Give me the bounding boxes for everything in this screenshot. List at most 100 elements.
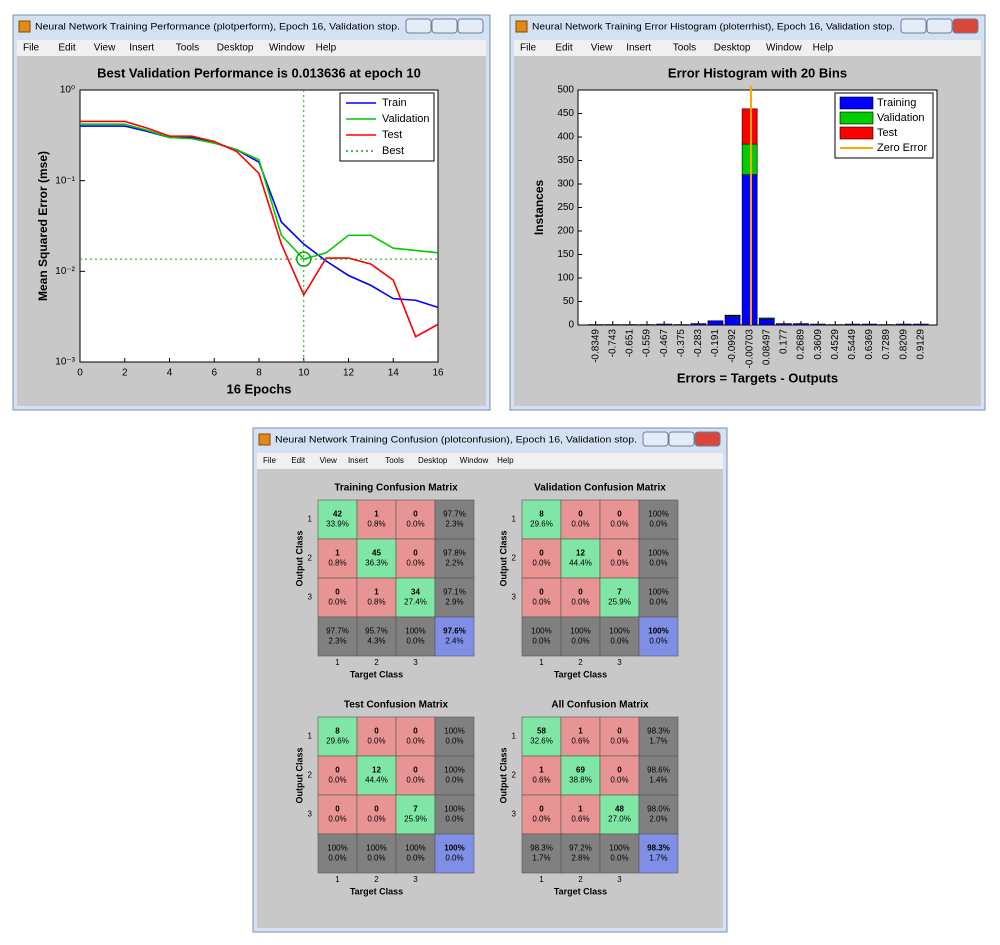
matrix-title: Training Confusion Matrix (334, 483, 458, 494)
histogram-bar (724, 316, 741, 326)
matrix-cell (434, 833, 475, 874)
menu-item[interactable]: Desktop (217, 43, 254, 54)
series-line (80, 120, 439, 338)
menu-item[interactable]: View (591, 43, 613, 54)
y-tick-label: 50 (563, 296, 575, 307)
menu-item[interactable]: File (520, 43, 537, 54)
cell-value: 0.0% (532, 815, 550, 824)
menu-item[interactable]: Window (269, 43, 305, 54)
matrix-cell (434, 577, 475, 618)
menu-item[interactable]: View (320, 456, 337, 465)
cell-value: 100% (531, 627, 551, 636)
x-tick-label: -0.191 (710, 329, 721, 358)
class-label: 2 (374, 875, 379, 884)
window-minimize-button[interactable] (642, 431, 669, 447)
menu-item[interactable]: Tools (673, 43, 696, 54)
histogram-bar (707, 320, 724, 326)
cell-value: 0.0% (610, 520, 628, 529)
window-close-button[interactable] (694, 431, 721, 447)
menu-item[interactable]: Insert (626, 43, 651, 54)
y-axis-label: Output Class (498, 530, 508, 586)
y-tick-label: 10⁻² (55, 266, 75, 277)
window-maximize-button[interactable] (668, 431, 695, 447)
cell-value: 12 (576, 549, 585, 558)
x-tick-label: 0.08497 (761, 329, 772, 366)
x-tick-label: -0.0992 (727, 329, 738, 363)
matrix-cell (356, 833, 397, 874)
cell-value: 2.3% (445, 520, 463, 529)
menu-item[interactable]: Help (497, 456, 514, 465)
menu-item[interactable]: File (23, 43, 40, 54)
window-close-button[interactable] (952, 18, 979, 34)
cell-value: 2.3% (328, 637, 346, 646)
matrix-cell (434, 616, 475, 657)
window-maximize-button[interactable] (926, 18, 953, 34)
menu-item[interactable]: Edit (555, 43, 572, 54)
x-tick-label: 4 (167, 368, 173, 379)
menu-item[interactable]: Window (766, 43, 802, 54)
histogram-bar (741, 174, 758, 326)
class-label: 2 (374, 658, 379, 667)
matrix-cell (521, 794, 562, 835)
window-minimize-button[interactable] (900, 18, 927, 34)
cell-value: 42 (333, 510, 342, 519)
matrix-cell (521, 755, 562, 796)
menu-item[interactable]: Tools (176, 43, 199, 54)
matrix-cell (638, 716, 679, 757)
menu-bar (17, 40, 486, 56)
cell-value: 100% (648, 588, 668, 597)
menu-item[interactable]: Edit (291, 456, 306, 465)
cell-value: 0 (617, 727, 622, 736)
cell-value: 95.7% (365, 627, 388, 636)
menu-item[interactable]: Insert (129, 43, 154, 54)
cell-value: 0.0% (328, 854, 346, 863)
menu-item[interactable]: Edit (58, 43, 75, 54)
cell-value: 97.8% (443, 549, 466, 558)
class-label: 3 (617, 658, 622, 667)
cell-value: 0.0% (367, 737, 385, 746)
menu-item[interactable]: View (94, 43, 116, 54)
cell-value: 0.0% (367, 854, 385, 863)
y-tick-label: 10⁰ (60, 85, 75, 96)
menu-item[interactable]: Window (460, 456, 489, 465)
y-tick-label: 10⁻³ (55, 357, 75, 368)
cell-value: 0 (578, 510, 583, 519)
matrix-cell (599, 538, 640, 579)
matrix-cell (395, 755, 436, 796)
class-label: 2 (578, 875, 583, 884)
cell-value: 1.7% (532, 854, 550, 863)
menu-item[interactable]: Tools (385, 456, 404, 465)
x-axis-label: Target Class (554, 886, 607, 896)
matrix-cell (434, 794, 475, 835)
window-maximize-button[interactable] (431, 18, 458, 34)
window-minimize-button[interactable] (405, 18, 432, 34)
menu-item[interactable]: Insert (348, 456, 369, 465)
legend-label: Zero Error (877, 142, 927, 154)
menu-item[interactable]: Help (813, 43, 834, 54)
window-title: Neural Network Training Confusion (plotc… (275, 434, 637, 444)
menu-item[interactable]: Help (316, 43, 337, 54)
x-tick-label: 0.4529 (830, 329, 841, 360)
x-tick-label: -0.743 (607, 329, 618, 358)
menu-item[interactable]: Desktop (714, 43, 751, 54)
window-close-button[interactable] (457, 18, 484, 34)
x-tick-label: 2 (122, 368, 128, 379)
cell-value: 0 (617, 766, 622, 775)
cell-value: 1 (335, 549, 340, 558)
matrix-cell (638, 499, 679, 540)
histogram-bar (844, 323, 861, 326)
cell-value: 1.7% (649, 854, 667, 863)
cell-value: 0.0% (532, 598, 550, 607)
cell-value: 100% (444, 727, 464, 736)
cell-value: 0.0% (445, 815, 463, 824)
matrix-cell (521, 577, 562, 618)
cell-value: 0.0% (649, 559, 667, 568)
class-label: 3 (617, 875, 622, 884)
cell-value: 7 (413, 805, 418, 814)
menu-item[interactable]: File (263, 456, 276, 465)
menu-bar (514, 40, 981, 56)
matrix-cell (521, 833, 562, 874)
cell-value: 2.4% (445, 637, 463, 646)
menu-item[interactable]: Desktop (418, 456, 448, 465)
